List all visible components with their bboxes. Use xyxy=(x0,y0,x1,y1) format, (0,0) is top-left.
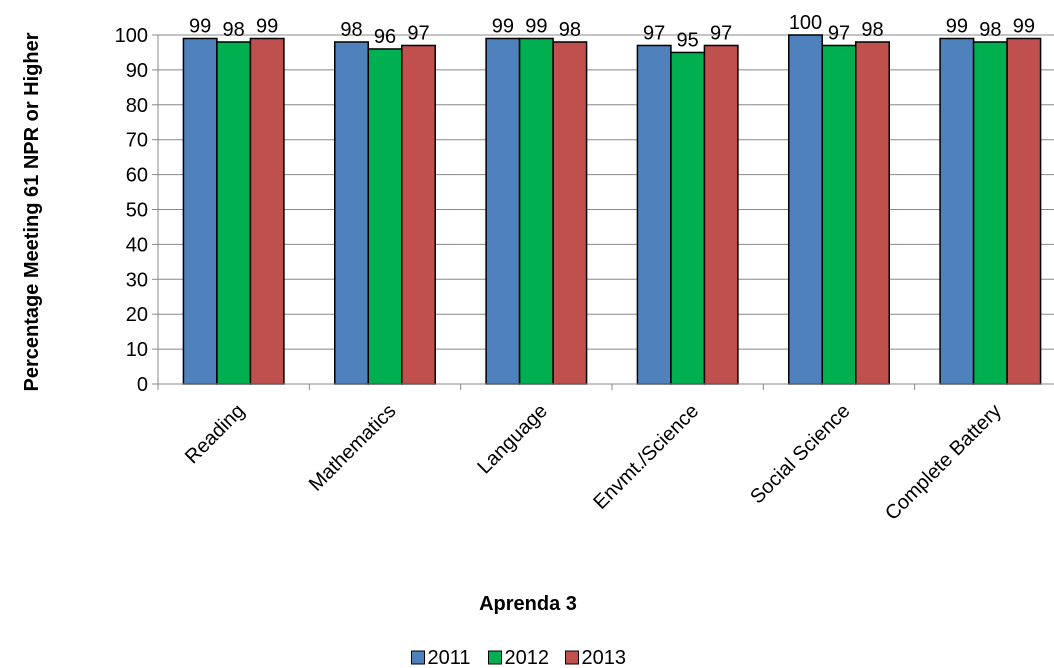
bar-2012 xyxy=(972,41,1008,385)
y-tick-label: 80 xyxy=(126,95,148,117)
bar-2011 xyxy=(788,34,823,385)
data-label: 98 xyxy=(979,19,1001,41)
y-tick-label: 90 xyxy=(126,60,148,82)
category-label: Envmt./Science xyxy=(589,400,703,514)
y-tick-label: 70 xyxy=(126,130,148,152)
bar-2012 xyxy=(367,48,403,385)
x-axis-title: Aprenda 3 xyxy=(479,593,577,615)
y-axis-title: Percentage Meeting 61 NPR or Higher xyxy=(21,32,43,391)
bar-2013 xyxy=(855,41,890,385)
bar-2012 xyxy=(216,41,252,385)
bar-2012 xyxy=(670,51,706,385)
legend-label-2013: 2013 xyxy=(582,647,627,668)
data-label: 97 xyxy=(407,22,429,44)
category-label: Social Science xyxy=(746,400,854,508)
y-tick-label: 60 xyxy=(126,165,148,187)
bar-2013 xyxy=(1006,37,1042,385)
y-tick-label: 40 xyxy=(126,234,148,256)
data-label: 99 xyxy=(256,15,278,37)
bar-2013 xyxy=(401,44,436,385)
y-tick-label: 30 xyxy=(126,269,148,291)
bar-2013 xyxy=(552,41,588,385)
y-tick-label: 50 xyxy=(126,200,148,222)
bar-2012 xyxy=(821,44,857,385)
axes xyxy=(157,35,1054,390)
data-label: 96 xyxy=(374,26,396,48)
data-label: 99 xyxy=(492,15,514,37)
y-tick-label: 0 xyxy=(137,374,148,396)
category-label: Complete Battery xyxy=(881,400,1006,525)
data-label: 95 xyxy=(677,29,699,51)
bar-2011 xyxy=(939,37,975,385)
data-label: 98 xyxy=(223,19,245,41)
category-label: Language xyxy=(473,400,551,478)
bar-2011 xyxy=(636,44,672,385)
bar-2011 xyxy=(182,37,218,385)
y-tick-label: 20 xyxy=(126,304,148,326)
bars xyxy=(182,34,1042,385)
legend-label-2011: 2011 xyxy=(428,647,471,668)
data-label: 98 xyxy=(861,19,883,41)
legend-swatch-2011 xyxy=(411,650,425,665)
bar-2011 xyxy=(334,41,369,385)
data-label: 99 xyxy=(525,15,547,37)
legend-label-2012: 2012 xyxy=(505,647,550,668)
y-tick-label: 100 xyxy=(115,25,148,47)
bar-2011 xyxy=(485,37,521,385)
data-label: 99 xyxy=(946,15,968,37)
data-label: 99 xyxy=(189,15,211,37)
bar-2013 xyxy=(249,37,285,385)
y-axis-ticks: 0 10 20 30 40 50 60 70 80 90 100 xyxy=(115,25,158,396)
data-label: 98 xyxy=(559,19,581,41)
bar-2013 xyxy=(703,44,739,385)
category-label: Reading xyxy=(181,400,249,468)
gridlines xyxy=(158,34,1054,350)
y-tick-label: 10 xyxy=(126,339,148,361)
data-label: 97 xyxy=(828,22,850,44)
category-label: Mathematics xyxy=(305,400,401,496)
legend-swatch-2013 xyxy=(565,650,579,665)
data-label: 99 xyxy=(1013,15,1035,37)
legend: 2011 2012 2013 xyxy=(411,647,627,668)
data-label: 97 xyxy=(710,22,732,44)
data-labels: 99 98 99 98 96 97 99 99 98 97 95 97 100 97 98 99 98 99 xyxy=(189,12,1035,51)
bar-2012 xyxy=(518,37,554,385)
data-label: 97 xyxy=(643,22,665,44)
data-label: 98 xyxy=(340,19,362,41)
legend-swatch-2012 xyxy=(488,650,502,665)
category-labels: Reading Mathematics Language Envmt./Science… xyxy=(181,400,1006,525)
data-label: 100 xyxy=(789,12,822,34)
